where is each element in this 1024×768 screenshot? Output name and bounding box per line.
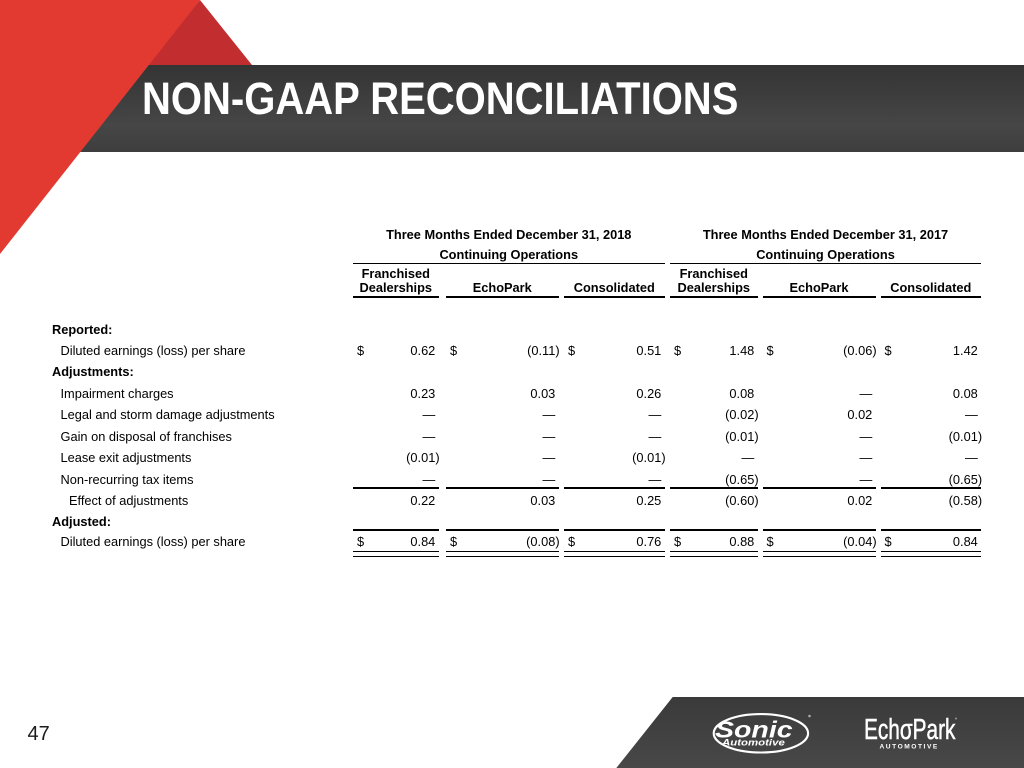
svg-text:AUTOMOTIVE: AUTOMOTIVE (880, 743, 939, 750)
svg-text:Sonic: Sonic (715, 718, 793, 743)
svg-text:Automotive: Automotive (721, 739, 785, 749)
svg-text:EchσPark: EchσPark (864, 714, 956, 746)
